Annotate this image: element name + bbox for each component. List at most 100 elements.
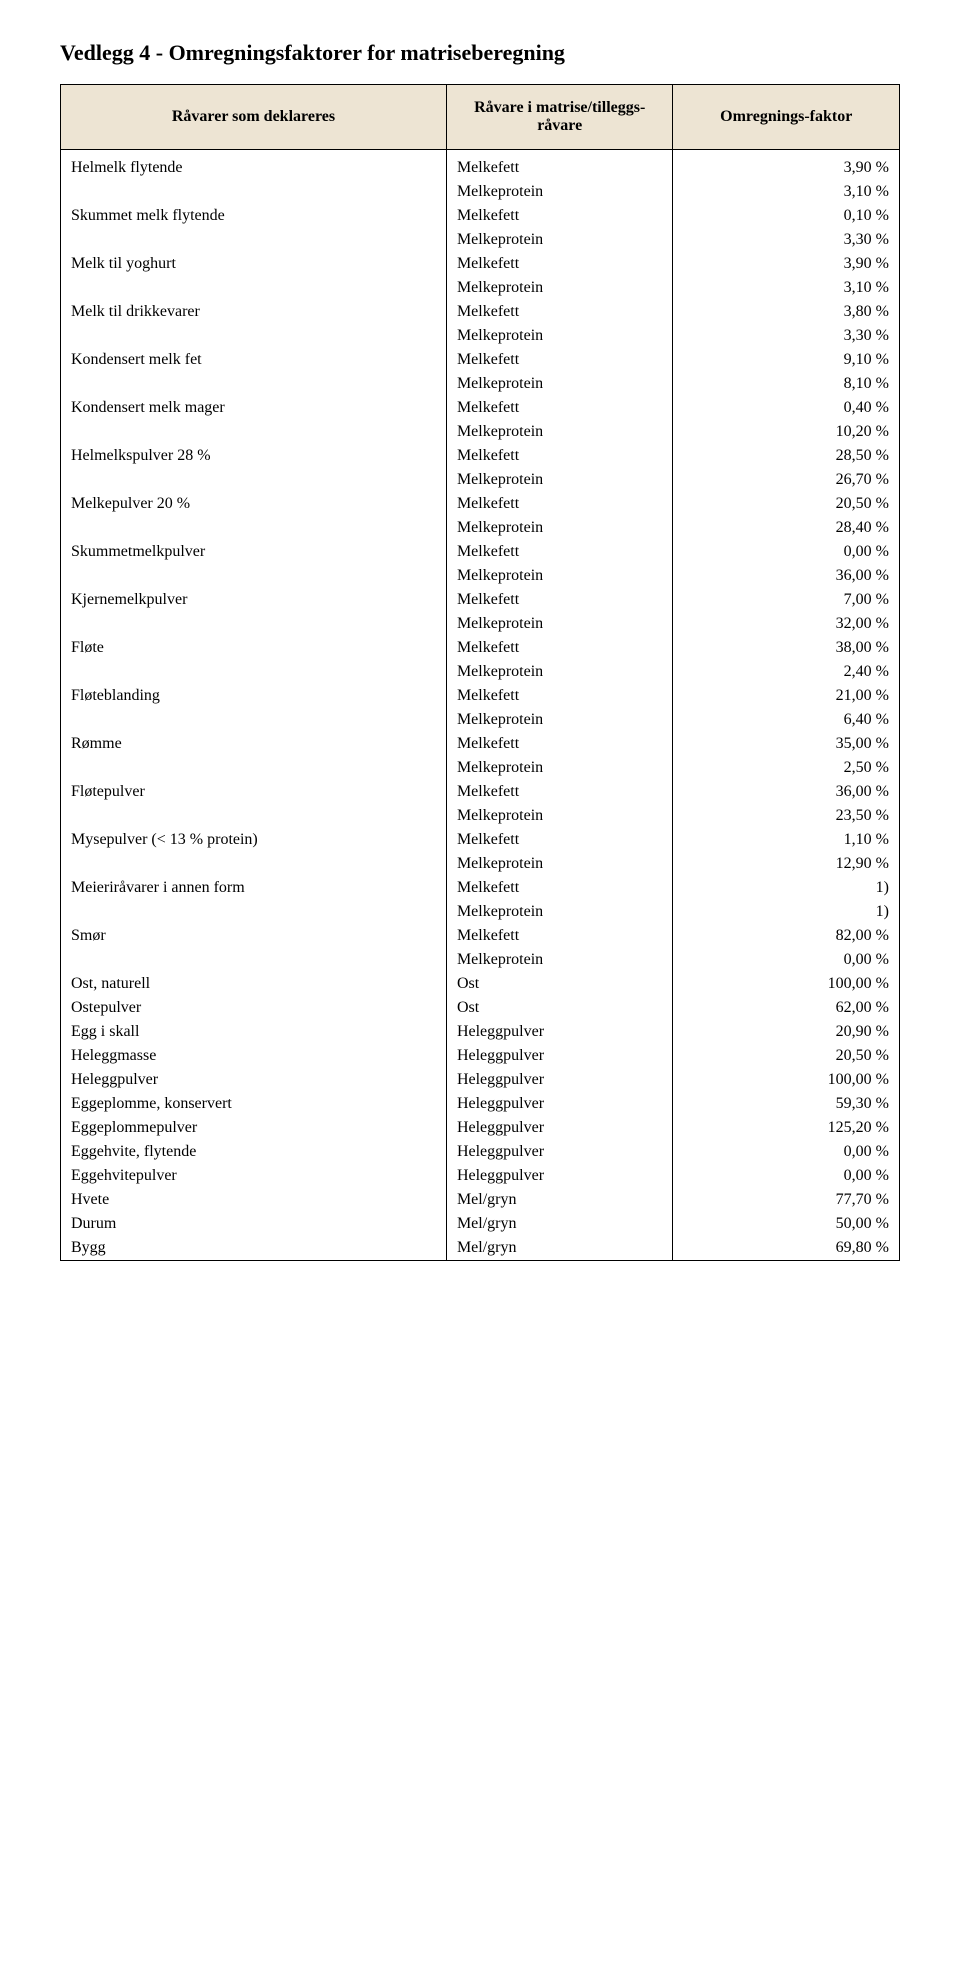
- cell-factor: 26,70 %: [673, 468, 900, 492]
- cell-matrix: Mel/gryn: [446, 1236, 673, 1261]
- cell-ingredient: Meieriråvarer i annen form: [61, 876, 447, 900]
- cell-matrix: Melkefett: [446, 924, 673, 948]
- cell-factor: 3,30 %: [673, 324, 900, 348]
- table-row: FløtepulverMelkefett36,00 %: [61, 780, 900, 804]
- cell-ingredient: [61, 420, 447, 444]
- table-row: Melkeprotein3,10 %: [61, 180, 900, 204]
- cell-factor: 50,00 %: [673, 1212, 900, 1236]
- cell-factor: 0,00 %: [673, 948, 900, 972]
- cell-matrix: Melkefett: [446, 444, 673, 468]
- cell-matrix: Melkeprotein: [446, 276, 673, 300]
- table-row: Melkeprotein32,00 %: [61, 612, 900, 636]
- table-row: Helmelkspulver 28 %Melkefett28,50 %: [61, 444, 900, 468]
- table-row: Melkeprotein28,40 %: [61, 516, 900, 540]
- cell-factor: 1): [673, 900, 900, 924]
- cell-ingredient: Eggehvitepulver: [61, 1164, 447, 1188]
- cell-factor: 3,90 %: [673, 156, 900, 180]
- table-row: Eggeplomme, konservertHeleggpulver59,30 …: [61, 1092, 900, 1116]
- cell-factor: 82,00 %: [673, 924, 900, 948]
- cell-ingredient: Skummet melk flytende: [61, 204, 447, 228]
- cell-matrix: Melkefett: [446, 828, 673, 852]
- cell-matrix: Melkefett: [446, 252, 673, 276]
- cell-factor: 2,50 %: [673, 756, 900, 780]
- cell-factor: 3,10 %: [673, 180, 900, 204]
- table-row: EggeplommepulverHeleggpulver125,20 %: [61, 1116, 900, 1140]
- table-row: Melkeprotein10,20 %: [61, 420, 900, 444]
- cell-matrix: Melkeprotein: [446, 420, 673, 444]
- cell-ingredient: Eggehvite, flytende: [61, 1140, 447, 1164]
- table-row: Melkeprotein3,30 %: [61, 324, 900, 348]
- cell-factor: 62,00 %: [673, 996, 900, 1020]
- table-row: FløteblandingMelkefett21,00 %: [61, 684, 900, 708]
- cell-ingredient: Helmelk flytende: [61, 156, 447, 180]
- cell-factor: 0,00 %: [673, 1164, 900, 1188]
- cell-ingredient: Fløtepulver: [61, 780, 447, 804]
- cell-factor: 2,40 %: [673, 660, 900, 684]
- cell-factor: 9,10 %: [673, 348, 900, 372]
- cell-ingredient: Eggeplommepulver: [61, 1116, 447, 1140]
- table-row: FløteMelkefett38,00 %: [61, 636, 900, 660]
- table-row: HveteMel/gryn77,70 %: [61, 1188, 900, 1212]
- cell-factor: 3,30 %: [673, 228, 900, 252]
- cell-ingredient: Hvete: [61, 1188, 447, 1212]
- cell-matrix: Heleggpulver: [446, 1068, 673, 1092]
- cell-ingredient: [61, 276, 447, 300]
- cell-factor: 12,90 %: [673, 852, 900, 876]
- table-row: Helmelk flytendeMelkefett3,90 %: [61, 156, 900, 180]
- table-row: Melkeprotein12,90 %: [61, 852, 900, 876]
- cell-matrix: Melkefett: [446, 156, 673, 180]
- cell-ingredient: [61, 804, 447, 828]
- cell-factor: 59,30 %: [673, 1092, 900, 1116]
- cell-matrix: Heleggpulver: [446, 1020, 673, 1044]
- cell-matrix: Melkefett: [446, 492, 673, 516]
- table-row: Melkeprotein3,30 %: [61, 228, 900, 252]
- cell-matrix: Melkeprotein: [446, 660, 673, 684]
- col-header-1: Råvarer som deklareres: [61, 85, 447, 150]
- cell-matrix: Melkeprotein: [446, 324, 673, 348]
- cell-ingredient: Kjernemelkpulver: [61, 588, 447, 612]
- cell-ingredient: [61, 468, 447, 492]
- cell-ingredient: Ost, naturell: [61, 972, 447, 996]
- cell-factor: 69,80 %: [673, 1236, 900, 1261]
- cell-factor: 0,00 %: [673, 540, 900, 564]
- cell-ingredient: [61, 948, 447, 972]
- cell-ingredient: Heleggmasse: [61, 1044, 447, 1068]
- cell-factor: 125,20 %: [673, 1116, 900, 1140]
- cell-ingredient: [61, 228, 447, 252]
- cell-ingredient: [61, 180, 447, 204]
- cell-factor: 0,40 %: [673, 396, 900, 420]
- table-row: Meieriråvarer i annen formMelkefett1): [61, 876, 900, 900]
- cell-factor: 3,10 %: [673, 276, 900, 300]
- cell-factor: 20,90 %: [673, 1020, 900, 1044]
- table-row: SkummetmelkpulverMelkefett0,00 %: [61, 540, 900, 564]
- cell-matrix: Melkeprotein: [446, 948, 673, 972]
- cell-matrix: Melkefett: [446, 348, 673, 372]
- table-row: HeleggmasseHeleggpulver20,50 %: [61, 1044, 900, 1068]
- table-row: DurumMel/gryn50,00 %: [61, 1212, 900, 1236]
- cell-ingredient: Mysepulver (< 13 % protein): [61, 828, 447, 852]
- cell-ingredient: [61, 516, 447, 540]
- cell-factor: 20,50 %: [673, 1044, 900, 1068]
- cell-factor: 32,00 %: [673, 612, 900, 636]
- cell-matrix: Ost: [446, 972, 673, 996]
- cell-ingredient: [61, 324, 447, 348]
- cell-matrix: Melkeprotein: [446, 708, 673, 732]
- cell-factor: 20,50 %: [673, 492, 900, 516]
- cell-ingredient: [61, 612, 447, 636]
- cell-ingredient: Melk til drikkevarer: [61, 300, 447, 324]
- cell-factor: 100,00 %: [673, 1068, 900, 1092]
- cell-ingredient: [61, 852, 447, 876]
- cell-matrix: Melkeprotein: [446, 612, 673, 636]
- cell-matrix: Melkeprotein: [446, 804, 673, 828]
- cell-factor: 3,80 %: [673, 300, 900, 324]
- table-row: Eggehvite, flytendeHeleggpulver0,00 %: [61, 1140, 900, 1164]
- cell-ingredient: [61, 900, 447, 924]
- cell-matrix: Heleggpulver: [446, 1164, 673, 1188]
- cell-ingredient: Fløte: [61, 636, 447, 660]
- cell-ingredient: Melkepulver 20 %: [61, 492, 447, 516]
- table-row: Kondensert melk fetMelkefett9,10 %: [61, 348, 900, 372]
- table-row: HeleggpulverHeleggpulver100,00 %: [61, 1068, 900, 1092]
- table-row: Melk til yoghurtMelkefett3,90 %: [61, 252, 900, 276]
- cell-factor: 77,70 %: [673, 1188, 900, 1212]
- cell-matrix: Melkefett: [446, 876, 673, 900]
